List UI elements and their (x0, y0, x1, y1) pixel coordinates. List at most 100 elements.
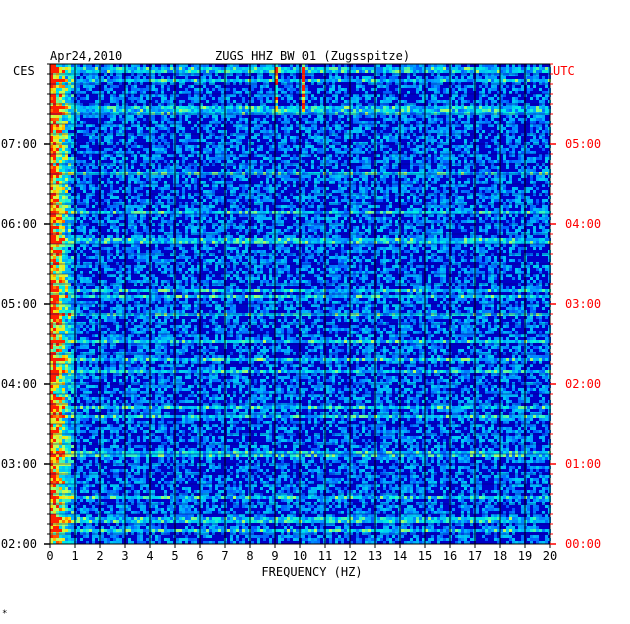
spectrogram-cell (134, 196, 137, 199)
spectrogram-cell (56, 103, 59, 106)
spectrogram-cell (233, 190, 236, 193)
spectrogram-cell (413, 187, 416, 190)
spectrogram-cell (305, 151, 308, 154)
spectrogram-cell (221, 124, 224, 127)
spectrogram-cell (287, 94, 290, 97)
spectrogram-cell (269, 187, 272, 190)
spectrogram-cell (152, 133, 155, 136)
spectrogram-cell (203, 175, 206, 178)
spectrogram-cell (302, 103, 305, 106)
spectrogram-cell (212, 70, 215, 73)
spectrogram-cell (215, 85, 218, 88)
spectrogram-cell (404, 106, 407, 109)
spectrogram-cell (146, 157, 149, 160)
spectrogram-cell (344, 139, 347, 142)
spectrogram-cell (437, 109, 440, 112)
spectrogram-cell (86, 199, 89, 202)
spectrogram-cell (95, 172, 98, 175)
spectrogram-cell (260, 76, 263, 79)
spectrogram-cell (296, 172, 299, 175)
spectrogram-cell (320, 109, 323, 112)
spectrogram-cell (419, 94, 422, 97)
spectrogram-cell (455, 157, 458, 160)
spectrogram-cell (179, 118, 182, 121)
spectrogram-cell (458, 172, 461, 175)
spectrogram-cell (527, 76, 530, 79)
spectrogram-cell (545, 193, 548, 196)
spectrogram-cell (146, 67, 149, 70)
spectrogram-cell (416, 175, 419, 178)
spectrogram-cell (95, 115, 98, 118)
spectrogram-cell (545, 190, 548, 193)
spectrogram-cell (257, 148, 260, 151)
spectrogram-cell (401, 187, 404, 190)
spectrogram-cell (434, 115, 437, 118)
spectrogram-cell (377, 106, 380, 109)
spectrogram-cell (284, 133, 287, 136)
spectrogram-cell (230, 133, 233, 136)
spectrogram-cell (155, 79, 158, 82)
spectrogram-cell (305, 112, 308, 115)
spectrogram-cell (362, 157, 365, 160)
spectrogram-cell (476, 148, 479, 151)
spectrogram-cell (110, 196, 113, 199)
spectrogram-cell (80, 202, 83, 205)
spectrogram-cell (407, 133, 410, 136)
spectrogram-cell (65, 157, 68, 160)
spectrogram-cell (380, 79, 383, 82)
spectrogram-cell (113, 118, 116, 121)
spectrogram-cell (356, 112, 359, 115)
spectrogram-cell (134, 178, 137, 181)
spectrogram-cell (152, 88, 155, 91)
spectrogram-cell (383, 100, 386, 103)
spectrogram-cell (65, 145, 68, 148)
spectrogram-cell (278, 169, 281, 172)
spectrogram-cell (458, 145, 461, 148)
spectrogram-cell (191, 109, 194, 112)
spectrogram-cell (278, 196, 281, 199)
spectrogram-cell (161, 82, 164, 85)
spectrogram-cell (302, 172, 305, 175)
spectrogram-cell (179, 196, 182, 199)
spectrogram-cell (296, 199, 299, 202)
spectrogram-cell (137, 112, 140, 115)
spectrogram-cell (245, 73, 248, 76)
spectrogram-cell (491, 139, 494, 142)
spectrogram-cell (533, 67, 536, 70)
spectrogram-cell (404, 67, 407, 70)
spectrogram-cell (107, 115, 110, 118)
spectrogram-cell (62, 154, 65, 157)
spectrogram-cell (152, 178, 155, 181)
spectrogram-cell (287, 100, 290, 103)
spectrogram-cell (332, 82, 335, 85)
spectrogram-cell (386, 163, 389, 166)
spectrogram-cell (371, 115, 374, 118)
spectrogram-cell (281, 115, 284, 118)
spectrogram-cell (227, 94, 230, 97)
spectrogram-cell (326, 109, 329, 112)
spectrogram-cell (395, 88, 398, 91)
spectrogram-cell (284, 127, 287, 130)
spectrogram-cell (356, 67, 359, 70)
spectrogram-cell (539, 79, 542, 82)
spectrogram-cell (239, 172, 242, 175)
spectrogram-cell (161, 196, 164, 199)
spectrogram-cell (416, 181, 419, 184)
spectrogram-cell (533, 193, 536, 196)
spectrogram-cell (287, 109, 290, 112)
spectrogram-cell (440, 130, 443, 133)
spectrogram-cell (311, 166, 314, 169)
spectrogram-cell (191, 85, 194, 88)
spectrogram-cell (545, 112, 548, 115)
spectrogram-cell (128, 181, 131, 184)
spectrogram-cell (260, 169, 263, 172)
spectrogram-cell (194, 97, 197, 100)
spectrogram-cell (431, 187, 434, 190)
spectrogram-cell (59, 175, 62, 178)
spectrogram-cell (317, 172, 320, 175)
spectrogram-cell (437, 172, 440, 175)
spectrogram-cell (194, 169, 197, 172)
spectrogram-cell (305, 175, 308, 178)
spectrogram-cell (419, 67, 422, 70)
spectrogram-cell (368, 136, 371, 139)
